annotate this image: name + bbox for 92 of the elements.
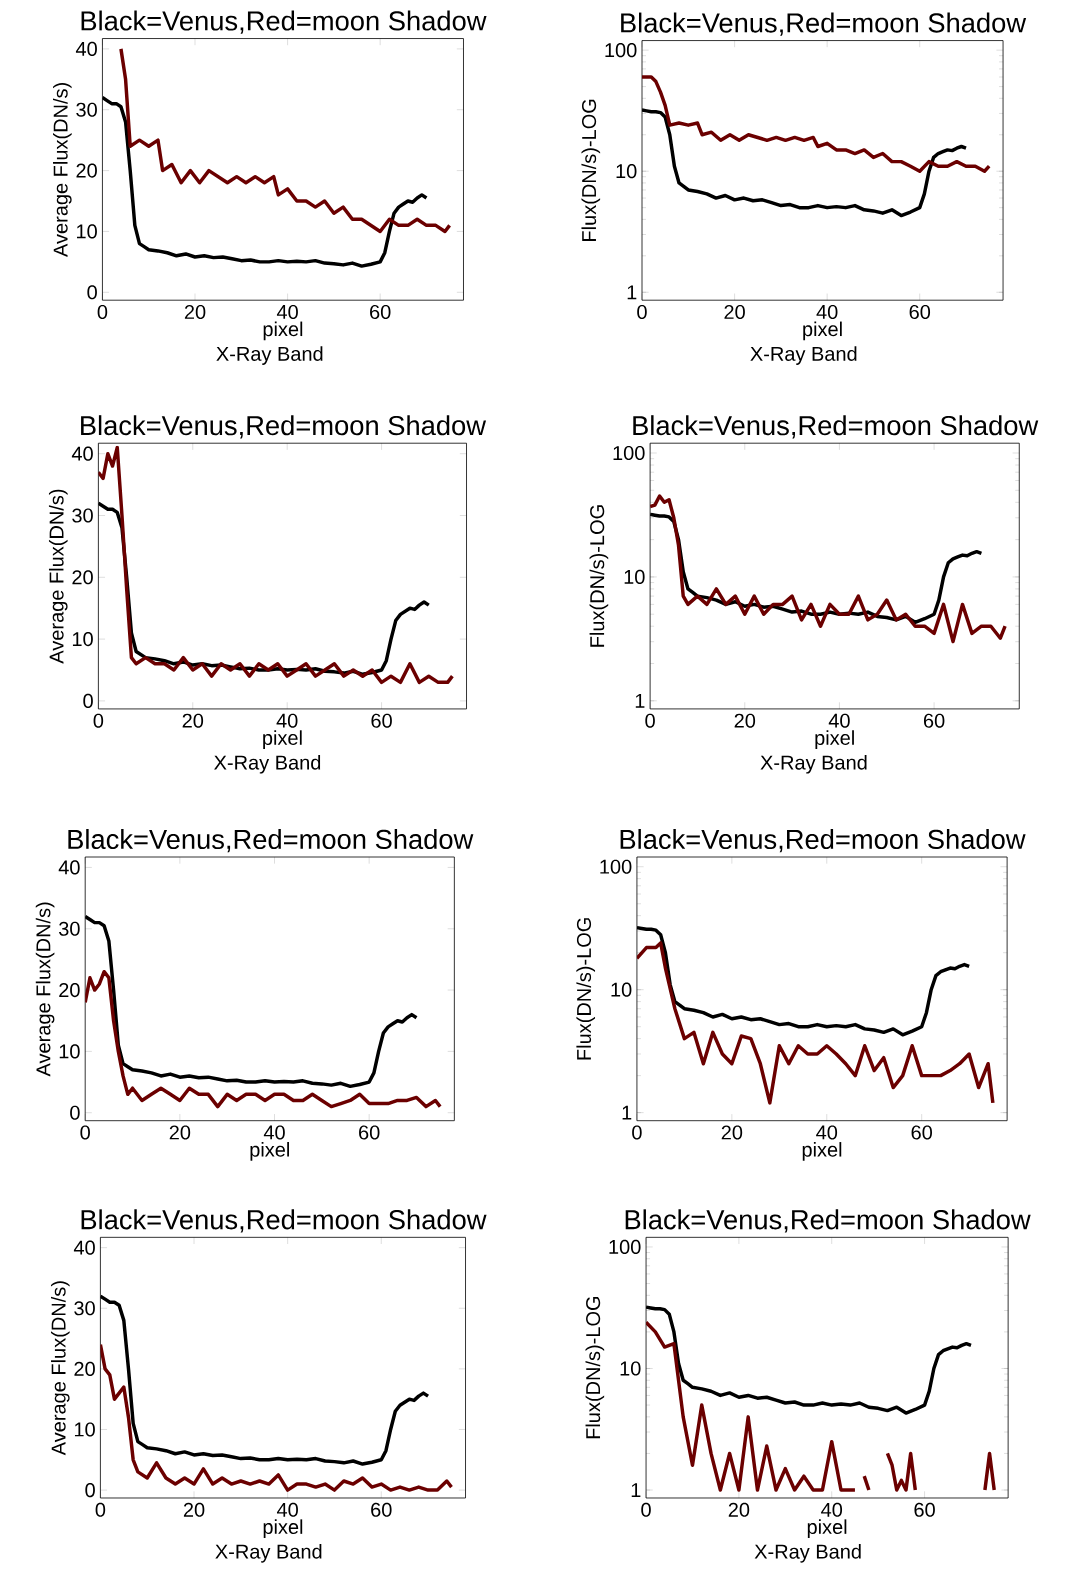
y-tick-label: 30 xyxy=(58,921,80,936)
line-series xyxy=(100,1342,454,1492)
y-axis-title: Flux(DN/s)-LOG xyxy=(581,99,601,241)
y-tick-label: 100 xyxy=(600,859,632,874)
x-tick-label: 40 xyxy=(816,304,838,320)
line-series xyxy=(98,445,455,685)
chart-title: Black=Venus,Red=moon Shadow xyxy=(625,1209,1031,1233)
x-tick-label: 60 xyxy=(371,1502,392,1517)
chart-title: Black=Venus,Red=moon Shadow xyxy=(68,828,474,853)
y-tick-label: 1 xyxy=(627,285,637,300)
y-axis-title: Average Flux(DN/s) xyxy=(53,83,72,257)
y-tick-label: 40 xyxy=(71,446,93,461)
x-tick-label: 20 xyxy=(184,304,206,320)
y-tick-label: 10 xyxy=(72,632,93,647)
text: X-Ray Band xyxy=(215,1544,322,1563)
y-tick-label: 10 xyxy=(620,1361,641,1376)
x-tick-label: 60 xyxy=(370,304,391,320)
x-tick-label: 20 xyxy=(724,304,745,320)
text: X-Ray Band xyxy=(760,754,867,774)
x-tick-label: 20 xyxy=(182,713,204,728)
y-axis-title: Flux(DN/s)-LOG xyxy=(576,918,596,1060)
text: X-Ray Band xyxy=(214,754,321,774)
y-axis-title: Average Flux(DN/s) xyxy=(50,1281,70,1456)
x-tick-label: 20 xyxy=(734,713,756,728)
chart-title: Black=Venus,Red=moon Shadow xyxy=(621,12,1027,36)
y-tick-label: 100 xyxy=(613,445,645,461)
chart-title: Black=Venus,Red=moon Shadow xyxy=(81,1209,487,1233)
text: X-Ray Band xyxy=(216,346,323,365)
y-axis-title: Flux(DN/s)-LOG xyxy=(585,1296,605,1439)
y-tick-label: 40 xyxy=(75,41,97,56)
y-tick-label: 0 xyxy=(70,1105,80,1120)
y-tick-label: 40 xyxy=(58,860,80,875)
x-axis-title: pixel xyxy=(263,321,303,341)
y-tick-label: 20 xyxy=(72,570,93,585)
y-tick-label: 0 xyxy=(87,285,97,300)
y-tick-label: 10 xyxy=(624,569,645,584)
x-tick-label: 40 xyxy=(276,713,298,728)
y-tick-label: 20 xyxy=(59,982,80,998)
y-tick-label: 10 xyxy=(611,982,632,997)
x-tick-label: 40 xyxy=(816,1125,838,1140)
y-tick-label: 30 xyxy=(74,1301,95,1316)
y-tick-label: 1 xyxy=(622,1105,632,1120)
x-tick-label: 20 xyxy=(728,1502,750,1517)
x-axis-title: pixel xyxy=(803,321,842,341)
x-axis-title: pixel xyxy=(815,730,854,749)
line-series xyxy=(642,75,991,173)
y-tick-label: 40 xyxy=(73,1240,95,1255)
x-axis-title: pixel xyxy=(250,1142,289,1161)
y-tick-label: 1 xyxy=(631,1483,641,1497)
y-tick-label: 100 xyxy=(605,43,637,58)
y-axis-title: Average Flux(DN/s) xyxy=(48,489,68,664)
x-tick-label: 60 xyxy=(914,1502,935,1517)
y-tick-label: 20 xyxy=(74,1361,95,1376)
text: X-Ray Band xyxy=(754,1544,861,1563)
x-tick-label: 60 xyxy=(911,1125,933,1140)
y-tick-label: 10 xyxy=(616,164,637,179)
x-tick-label: 20 xyxy=(183,1502,205,1517)
line-series xyxy=(650,494,1007,644)
chart-title: Black=Venus,Red=moon Shadow xyxy=(81,415,487,439)
x-axis-title: pixel xyxy=(802,1142,842,1161)
x-tick-label: 40 xyxy=(828,713,850,728)
x-tick-label: 60 xyxy=(909,304,931,320)
x-tick-label: 0 xyxy=(645,713,655,728)
y-tick-label: 20 xyxy=(76,163,97,178)
x-tick-label: 40 xyxy=(821,1502,843,1517)
y-tick-label: 0 xyxy=(83,693,93,708)
x-tick-label: 60 xyxy=(371,713,392,728)
x-tick-label: 60 xyxy=(923,713,945,728)
y-tick-label: 10 xyxy=(74,1422,95,1437)
chart-title: Black=Venus,Red=moon Shadow xyxy=(81,10,487,34)
x-tick-label: 0 xyxy=(97,304,108,320)
x-axis-title: pixel xyxy=(807,1519,847,1538)
y-tick-label: 0 xyxy=(85,1483,95,1498)
y-axis-title: Flux(DN/s)-LOG xyxy=(589,505,609,647)
x-tick-label: 40 xyxy=(276,304,298,320)
y-tick-label: 100 xyxy=(609,1239,641,1255)
chart-title: Black=Venus,Red=moon Shadow xyxy=(633,415,1039,439)
text: X-Ray Band xyxy=(750,346,857,365)
x-tick-label: 60 xyxy=(359,1125,380,1140)
y-tick-label: 10 xyxy=(77,224,97,239)
x-tick-label: 40 xyxy=(263,1125,285,1140)
y-axis-title: Average Flux(DN/s) xyxy=(35,902,55,1077)
y-tick-label: 30 xyxy=(76,102,97,117)
x-axis-title: pixel xyxy=(263,1519,303,1538)
y-tick-label: 10 xyxy=(59,1044,80,1059)
x-axis-title: pixel xyxy=(263,730,302,749)
x-tick-label: 40 xyxy=(276,1502,298,1517)
x-tick-label: 20 xyxy=(169,1125,191,1140)
y-tick-label: 1 xyxy=(635,693,645,708)
chart-title: Black=Venus,Red=moon Shadow xyxy=(620,828,1026,853)
x-tick-label: 20 xyxy=(721,1125,743,1140)
y-tick-label: 30 xyxy=(72,508,93,523)
